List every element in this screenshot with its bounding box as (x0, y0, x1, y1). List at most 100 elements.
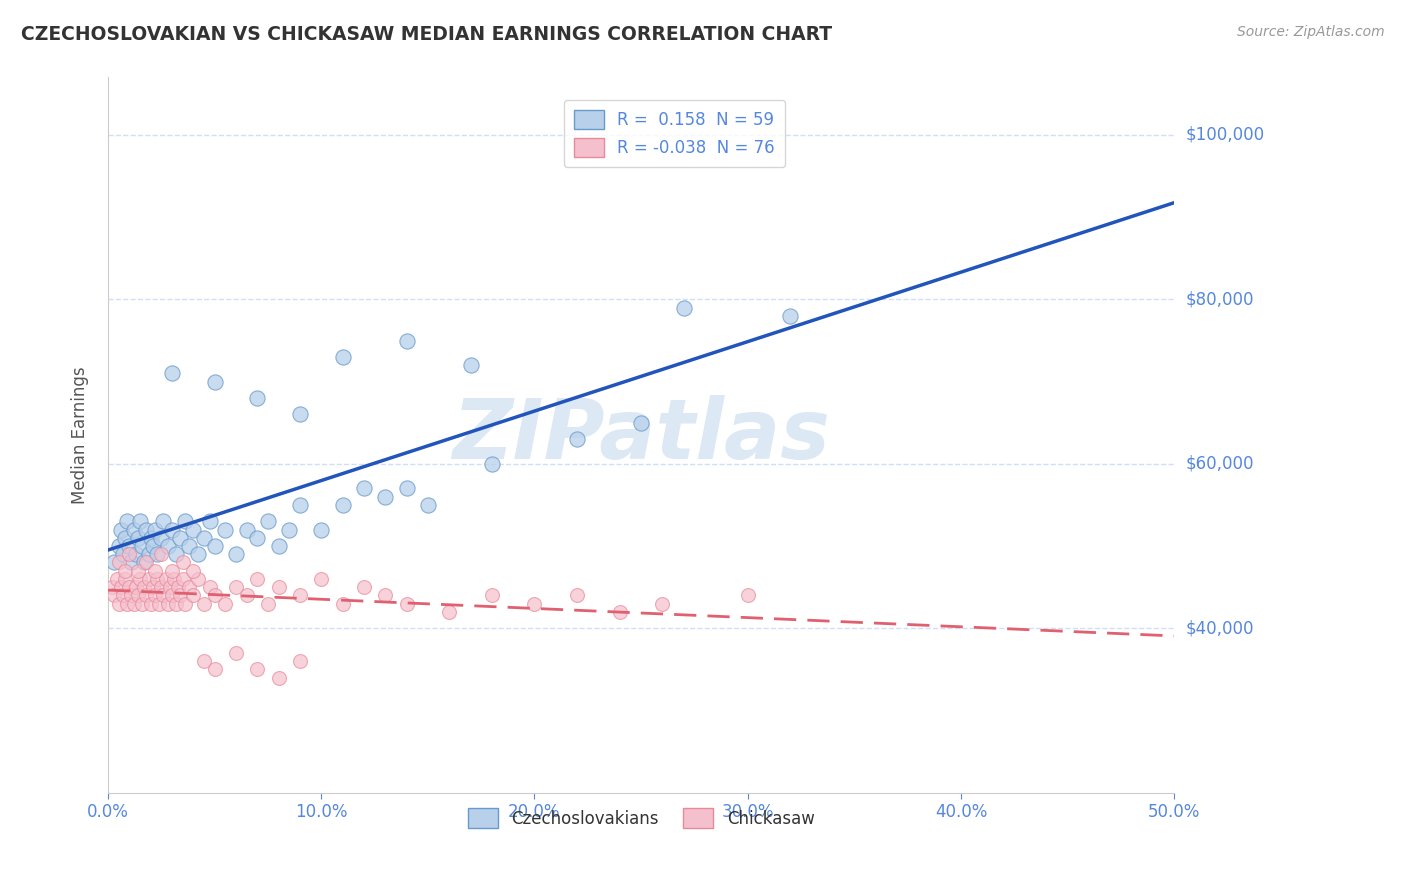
Point (169, 531, 191, 545)
Point (173, 514, 195, 528)
Point (172, 556, 194, 570)
Point (257, 514, 280, 528)
Point (225, 580, 247, 594)
Point (779, 309, 801, 323)
Point (200, 514, 222, 528)
Point (246, 662, 269, 676)
Point (257, 597, 280, 611)
Point (156, 597, 179, 611)
Point (332, 350, 354, 364)
Point (118, 539, 141, 553)
Point (395, 482, 418, 496)
Point (110, 523, 132, 537)
Point (159, 580, 181, 594)
Point (172, 572, 194, 586)
Text: $60,000: $60,000 (1185, 455, 1254, 473)
Point (135, 523, 157, 537)
Text: ZIPatlas: ZIPatlas (453, 394, 830, 475)
Point (101, 580, 124, 594)
Point (143, 523, 166, 537)
Point (160, 564, 183, 578)
Y-axis label: Median Earnings: Median Earnings (72, 367, 89, 504)
Point (118, 580, 141, 594)
Text: CZECHOSLOVAKIAN VS CHICKASAW MEDIAN EARNINGS CORRELATION CHART: CZECHOSLOVAKIAN VS CHICKASAW MEDIAN EARN… (21, 25, 832, 44)
Point (173, 597, 195, 611)
Point (246, 531, 269, 545)
Point (181, 564, 204, 578)
Text: $100,000: $100,000 (1185, 126, 1264, 144)
Point (129, 572, 152, 586)
Point (193, 531, 215, 545)
Point (146, 572, 169, 586)
Point (110, 580, 132, 594)
Point (416, 498, 439, 512)
Point (122, 523, 145, 537)
Point (105, 572, 128, 586)
Point (353, 482, 375, 496)
Point (481, 457, 503, 471)
Point (127, 588, 149, 602)
Point (139, 531, 162, 545)
Point (267, 580, 290, 594)
Point (288, 408, 311, 422)
Text: $80,000: $80,000 (1185, 291, 1254, 309)
Point (672, 301, 695, 315)
Point (125, 547, 148, 561)
Point (181, 588, 204, 602)
Point (193, 654, 215, 668)
Point (187, 572, 209, 586)
Point (120, 556, 142, 570)
Point (115, 597, 138, 611)
Point (169, 588, 191, 602)
Point (225, 646, 247, 660)
Point (148, 597, 170, 611)
Point (165, 547, 187, 561)
Point (651, 597, 673, 611)
Point (374, 490, 396, 504)
Point (160, 588, 183, 602)
Point (246, 572, 269, 586)
Point (107, 597, 129, 611)
Point (114, 564, 136, 578)
Point (165, 597, 187, 611)
Point (134, 580, 156, 594)
Point (288, 498, 311, 512)
Point (395, 334, 418, 348)
Point (204, 662, 226, 676)
Point (150, 580, 173, 594)
Point (267, 539, 290, 553)
Point (200, 580, 222, 594)
Point (437, 605, 460, 619)
Point (204, 375, 226, 389)
Point (309, 572, 332, 586)
Point (523, 597, 546, 611)
Point (135, 556, 157, 570)
Point (460, 358, 482, 372)
Point (118, 547, 141, 561)
Point (138, 547, 160, 561)
Point (609, 605, 631, 619)
Point (481, 588, 503, 602)
Text: $40,000: $40,000 (1185, 619, 1254, 637)
Point (129, 514, 152, 528)
Point (565, 588, 588, 602)
Point (111, 547, 134, 561)
Point (235, 588, 257, 602)
Point (131, 539, 153, 553)
Point (267, 671, 290, 685)
Point (146, 547, 169, 561)
Point (225, 547, 247, 561)
Point (565, 432, 588, 446)
Point (142, 539, 165, 553)
Point (167, 580, 190, 594)
Point (353, 580, 375, 594)
Point (139, 597, 162, 611)
Point (235, 523, 257, 537)
Point (150, 547, 173, 561)
Point (122, 597, 145, 611)
Point (374, 588, 396, 602)
Point (142, 580, 165, 594)
Point (150, 531, 173, 545)
Point (143, 588, 166, 602)
Point (135, 588, 157, 602)
